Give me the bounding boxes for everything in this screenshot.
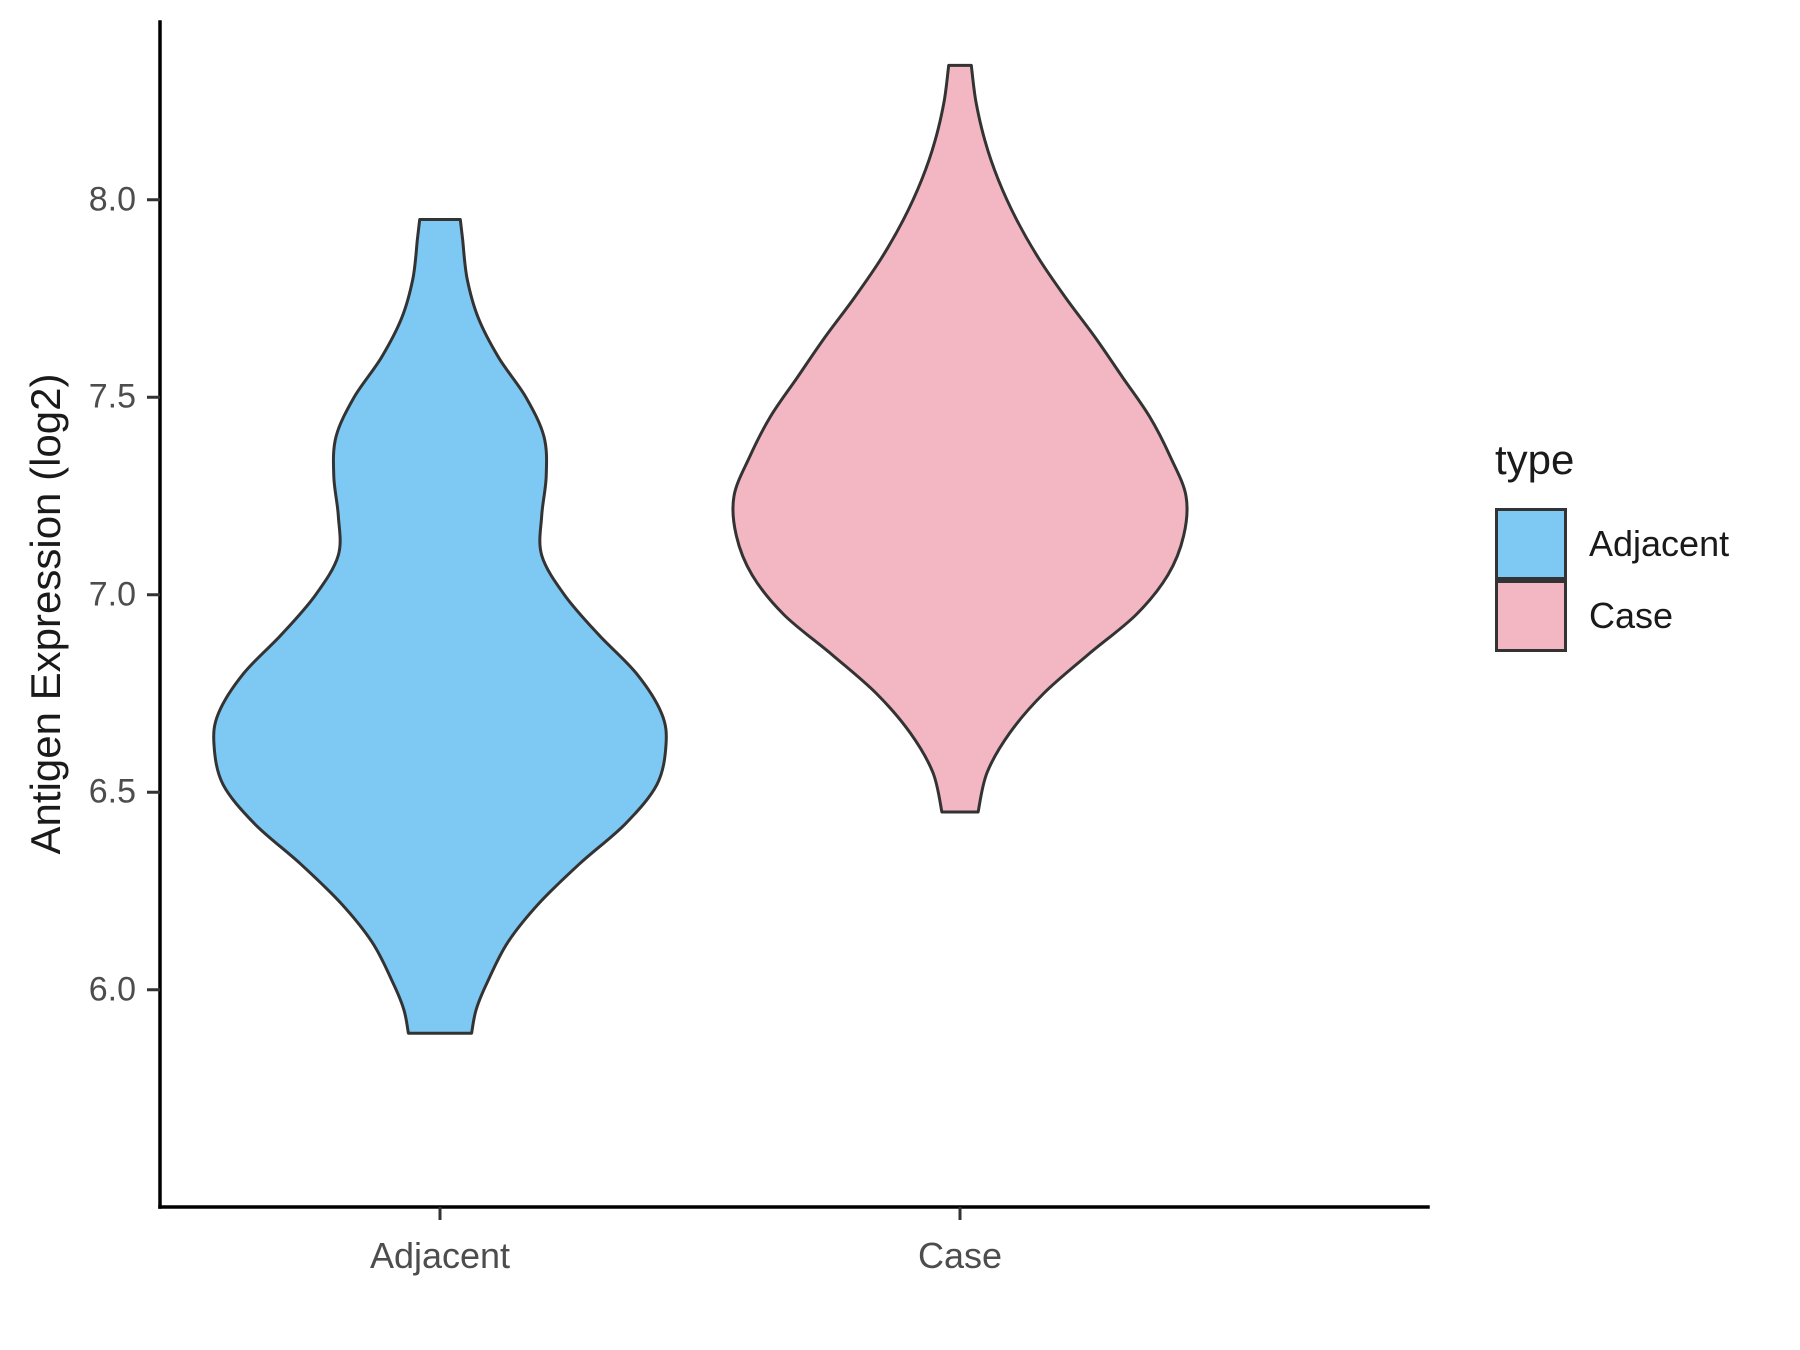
y-tick-label: 8.0: [88, 180, 136, 219]
y-tick-label: 7.5: [88, 377, 136, 416]
y-tick-label: 6.5: [88, 772, 136, 811]
legend-key-swatch: [1495, 508, 1567, 580]
violin-case: [731, 63, 1189, 814]
y-tick-label: 6.0: [88, 970, 136, 1009]
legend-item-case: Case: [1495, 580, 1729, 652]
legend: type Adjacent Case: [1495, 436, 1729, 652]
legend-key-swatch: [1495, 580, 1567, 652]
x-tick-label-case: Case: [917, 1235, 1003, 1276]
x-tick-label-adjacent: Adjacent: [369, 1235, 511, 1276]
y-tick-label: 7.0: [88, 575, 136, 614]
legend-item-adjacent: Adjacent: [1495, 508, 1729, 580]
legend-title: type: [1495, 436, 1575, 483]
legend-label: Case: [1589, 595, 1674, 636]
legend-label: Adjacent: [1589, 523, 1730, 564]
violin-adjacent: [212, 218, 668, 1035]
legend-items: Adjacent Case: [1495, 508, 1729, 652]
